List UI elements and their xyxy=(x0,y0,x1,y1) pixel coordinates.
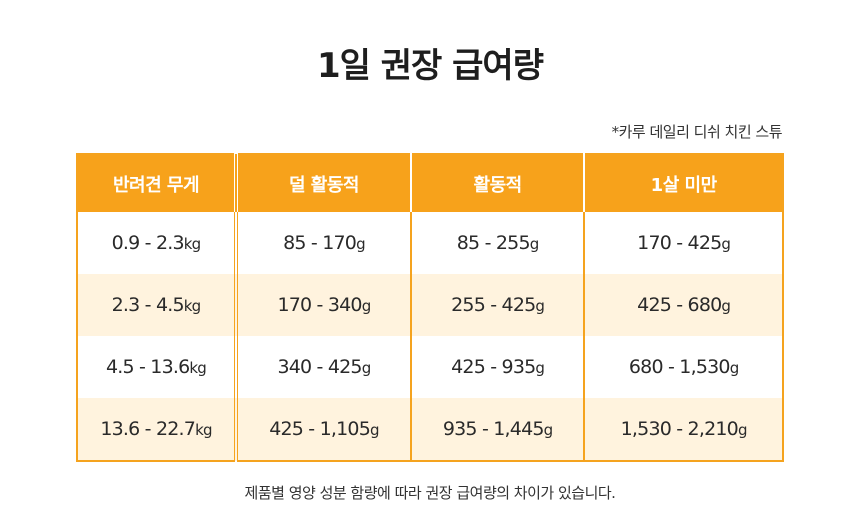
table-cell: 680 - 1,530g xyxy=(583,336,783,398)
table-row: 4.5 - 13.6kg 340 - 425g 425 - 935g 680 - 1,… xyxy=(77,336,783,398)
cell-value: 0.9 - 2.3 xyxy=(111,232,185,254)
cell-value: 4.5 - 13.6 xyxy=(105,356,190,378)
page-title: 1일 권장 급여량 xyxy=(316,46,544,86)
cell-value: 13.6 - 22.7 xyxy=(100,418,196,440)
cell-unit: g xyxy=(361,297,372,315)
table-header-row: 반려견 무게 덜 활동적 활동적 1살 미만 xyxy=(77,154,783,212)
table-row: 13.6 - 22.7kg 425 - 1,105g 935 - 1,445g 1,5… xyxy=(77,398,783,461)
header-less-active: 덜 활동적 xyxy=(235,154,411,212)
cell-value: 680 - 1,530 xyxy=(628,356,731,378)
cell-value: 425 - 1,105 xyxy=(269,418,371,440)
cell-value: 1,530 - 2,210 xyxy=(620,418,739,440)
cell-unit: g xyxy=(535,297,545,315)
cell-value: 170 - 425 xyxy=(637,232,722,254)
header-weight: 반려견 무게 xyxy=(77,154,238,212)
table-cell: 0.9 - 2.3kg xyxy=(77,212,238,274)
cell-value: 255 - 425 xyxy=(451,294,536,316)
cell-value: 425 - 935 xyxy=(451,356,536,378)
cell-unit: kg xyxy=(195,421,212,439)
table-row: 0.9 - 2.3kg 85 - 170g 85 - 255g 170 - 425g xyxy=(77,212,783,274)
table-cell: 170 - 425g xyxy=(583,212,783,274)
cell-value: 170 - 340 xyxy=(277,294,362,316)
table-cell: 935 - 1,445g xyxy=(409,398,585,461)
table-row: 2.3 - 4.5kg 170 - 340g 255 - 425g 425 - 680… xyxy=(77,274,783,336)
table-cell: 2.3 - 4.5kg xyxy=(77,274,238,336)
cell-unit: kg xyxy=(189,359,207,377)
header-active: 활동적 xyxy=(409,154,585,212)
cell-value: 340 - 425 xyxy=(277,356,362,378)
cell-value: 425 - 680 xyxy=(637,294,722,316)
table-cell: 425 - 680g xyxy=(583,274,783,336)
table-cell: 170 - 340g xyxy=(235,274,411,336)
cell-unit: g xyxy=(543,421,554,439)
table-cell: 340 - 425g xyxy=(235,336,411,398)
table-cell: 13.6 - 22.7kg xyxy=(77,398,238,461)
cell-unit: kg xyxy=(183,235,201,253)
cell-unit: kg xyxy=(183,297,201,315)
cell-unit: g xyxy=(535,359,545,377)
cell-value: 85 - 255 xyxy=(456,232,531,254)
cell-unit: g xyxy=(729,359,740,377)
cell-unit: g xyxy=(721,297,731,315)
cell-unit: g xyxy=(369,421,380,439)
cell-unit: g xyxy=(361,359,372,377)
header-under-1-year: 1살 미만 xyxy=(583,154,783,212)
cell-value: 2.3 - 4.5 xyxy=(111,294,185,316)
cell-unit: g xyxy=(356,235,366,253)
table-cell: 85 - 255g xyxy=(409,212,585,274)
cell-unit: g xyxy=(529,235,540,253)
product-note: *카루 데일리 디쉬 치킨 스튜 xyxy=(611,123,783,141)
table-cell: 255 - 425g xyxy=(409,274,585,336)
table-cell: 425 - 1,105g xyxy=(235,398,411,461)
table-cell: 4.5 - 13.6kg xyxy=(77,336,238,398)
table-cell: 85 - 170g xyxy=(235,212,411,274)
table-cell: 425 - 935g xyxy=(409,336,585,398)
table-cell: 1,530 - 2,210g xyxy=(583,398,783,461)
cell-unit: g xyxy=(721,235,731,253)
feeding-table: 반려견 무게 덜 활동적 활동적 1살 미만 0.9 - 2.3kg 85 - 1… xyxy=(76,153,784,462)
cell-unit: g xyxy=(737,421,748,439)
cell-value: 935 - 1,445 xyxy=(442,418,545,440)
footnote: 제품별 영양 성분 함량에 따라 권장 급여량의 차이가 있습니다. xyxy=(244,484,616,502)
cell-value: 85 - 170 xyxy=(283,232,357,254)
